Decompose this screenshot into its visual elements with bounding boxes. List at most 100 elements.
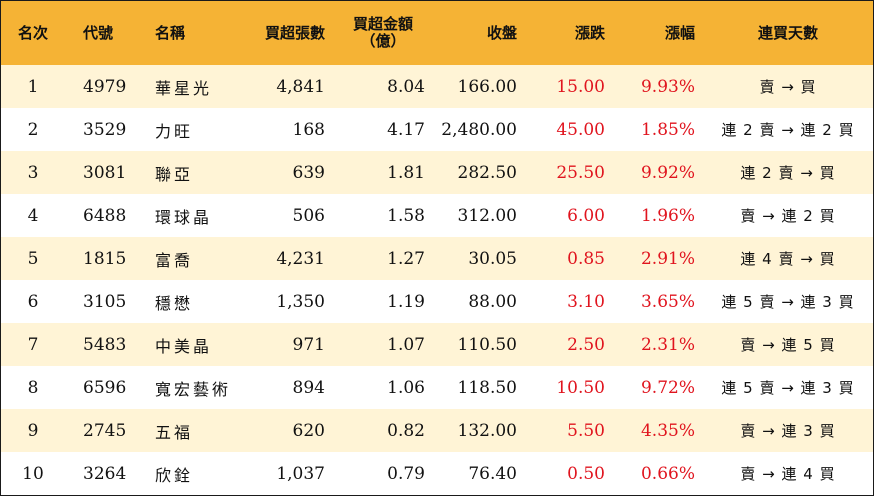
header-close: 收盤: [486, 23, 517, 42]
cell-amount: 1.07: [387, 334, 425, 355]
cell-name: 富喬: [155, 250, 194, 270]
table-row: 9 2745 五福 620 0.82 132.00 5.50 4.35% 賣 →…: [1, 409, 873, 452]
cell-change-pct: 4.35%: [640, 420, 695, 441]
cell-change: 6.00: [567, 205, 605, 226]
cell-change: 10.50: [556, 377, 605, 398]
cell-lots: 1,037: [276, 463, 325, 484]
cell-amount: 0.79: [387, 463, 425, 484]
cell-change: 0.50: [567, 463, 605, 484]
cell-name: 環球晶: [155, 207, 213, 227]
header-change: 漲跌: [574, 23, 605, 42]
header-net-buy-lots: 買超張數: [264, 23, 325, 42]
header-net-buy-amount-line1: 買超金額: [352, 15, 413, 33]
cell-lots: 506: [292, 205, 325, 226]
cell-change: 3.10: [567, 291, 605, 312]
cell-rank: 2: [27, 119, 39, 140]
table-body: 1 4979 華星光 4,841 8.04 166.00 15.00 9.93%…: [1, 65, 873, 495]
cell-change-pct: 9.93%: [640, 76, 695, 97]
cell-days: 賣 → 連 5 買: [740, 336, 836, 354]
cell-close: 110.50: [457, 334, 517, 355]
header-rank: 名次: [17, 23, 48, 42]
table-row: 1 4979 華星光 4,841 8.04 166.00 15.00 9.93%…: [1, 65, 873, 108]
table-header: 名次 代號 名稱 買超張數 買超金額 （億） 收盤 漲跌 漲幅 連買天數: [1, 1, 873, 65]
cell-rank: 8: [27, 377, 39, 398]
cell-name: 力旺: [155, 121, 194, 141]
cell-amount: 4.17: [387, 119, 425, 140]
cell-close: 118.50: [457, 377, 517, 398]
cell-close: 2,480.00: [441, 119, 517, 140]
header-code: 代號: [83, 23, 114, 42]
cell-code: 2745: [83, 420, 127, 441]
cell-rank: 4: [27, 205, 39, 226]
cell-change: 15.00: [556, 76, 605, 97]
cell-close: 76.40: [468, 463, 517, 484]
cell-change-pct: 1.85%: [640, 119, 695, 140]
header-consecutive-days: 連買天數: [757, 23, 818, 42]
table-row: 10 3264 欣銓 1,037 0.79 76.40 0.50 0.66% 賣…: [1, 452, 873, 495]
cell-days: 賣 → 買: [759, 78, 817, 96]
cell-change-pct: 9.72%: [640, 377, 695, 398]
cell-name: 聯亞: [155, 164, 194, 184]
cell-rank: 1: [27, 76, 39, 97]
cell-code: 5483: [83, 334, 127, 355]
cell-lots: 620: [292, 420, 325, 441]
table-row: 2 3529 力旺 168 4.17 2,480.00 45.00 1.85% …: [1, 108, 873, 151]
cell-days: 賣 → 連 3 買: [740, 422, 836, 440]
cell-days: 連 5 賣 → 連 3 買: [721, 379, 855, 397]
header-name: 名稱: [155, 23, 186, 42]
cell-amount: 1.81: [387, 162, 425, 183]
cell-rank: 6: [27, 291, 39, 312]
cell-change-pct: 9.92%: [640, 162, 695, 183]
cell-change-pct: 3.65%: [640, 291, 695, 312]
cell-rank: 9: [27, 420, 39, 441]
cell-rank: 5: [27, 248, 39, 269]
cell-lots: 894: [292, 377, 325, 398]
table-row: 6 3105 穩懋 1,350 1.19 88.00 3.10 3.65% 連 …: [1, 280, 873, 323]
cell-lots: 639: [292, 162, 325, 183]
cell-code: 1815: [83, 248, 127, 269]
cell-amount: 0.82: [387, 420, 425, 441]
cell-name: 寬宏藝術: [155, 379, 232, 399]
cell-lots: 971: [292, 334, 325, 355]
cell-name: 欣銓: [155, 465, 194, 485]
cell-rank: 10: [22, 463, 44, 484]
cell-change: 5.50: [567, 420, 605, 441]
cell-change: 25.50: [556, 162, 605, 183]
cell-code: 3264: [83, 463, 127, 484]
table-row: 5 1815 富喬 4,231 1.27 30.05 0.85 2.91% 連 …: [1, 237, 873, 280]
cell-name: 中美晶: [155, 336, 213, 356]
cell-close: 30.05: [468, 248, 517, 269]
table-row: 8 6596 寬宏藝術 894 1.06 118.50 10.50 9.72% …: [1, 366, 873, 409]
cell-change-pct: 2.31%: [640, 334, 695, 355]
cell-lots: 4,231: [276, 248, 325, 269]
cell-code: 3529: [83, 119, 127, 140]
cell-rank: 3: [27, 162, 39, 183]
cell-days: 連 2 賣 → 買: [740, 164, 836, 182]
cell-days: 賣 → 連 2 買: [740, 207, 836, 225]
cell-close: 132.00: [457, 420, 517, 441]
cell-change-pct: 0.66%: [640, 463, 695, 484]
table-row: 4 6488 環球晶 506 1.58 312.00 6.00 1.96% 賣 …: [1, 194, 873, 237]
cell-name: 華星光: [155, 78, 213, 98]
cell-code: 3081: [83, 162, 127, 183]
table-row: 3 3081 聯亞 639 1.81 282.50 25.50 9.92% 連 …: [1, 151, 873, 194]
cell-close: 282.50: [457, 162, 517, 183]
cell-days: 連 4 賣 → 買: [740, 250, 836, 268]
header-change-pct: 漲幅: [664, 23, 695, 42]
cell-change: 45.00: [556, 119, 605, 140]
cell-close: 88.00: [468, 291, 517, 312]
header-row: 名次 代號 名稱 買超張數 買超金額 （億） 收盤 漲跌 漲幅 連買天數: [1, 1, 873, 65]
header-net-buy-amount-unit: （億）: [360, 32, 406, 50]
cell-name: 穩懋: [155, 293, 194, 313]
cell-amount: 1.19: [387, 291, 425, 312]
cell-change-pct: 2.91%: [640, 248, 695, 269]
cell-amount: 1.06: [387, 377, 425, 398]
header-net-buy-amount: 買超金額 （億）: [333, 1, 433, 65]
table-row: 7 5483 中美晶 971 1.07 110.50 2.50 2.31% 賣 …: [1, 323, 873, 366]
cell-rank: 7: [27, 334, 39, 355]
cell-lots: 1,350: [276, 291, 325, 312]
cell-code: 6488: [83, 205, 127, 226]
cell-change-pct: 1.96%: [640, 205, 695, 226]
